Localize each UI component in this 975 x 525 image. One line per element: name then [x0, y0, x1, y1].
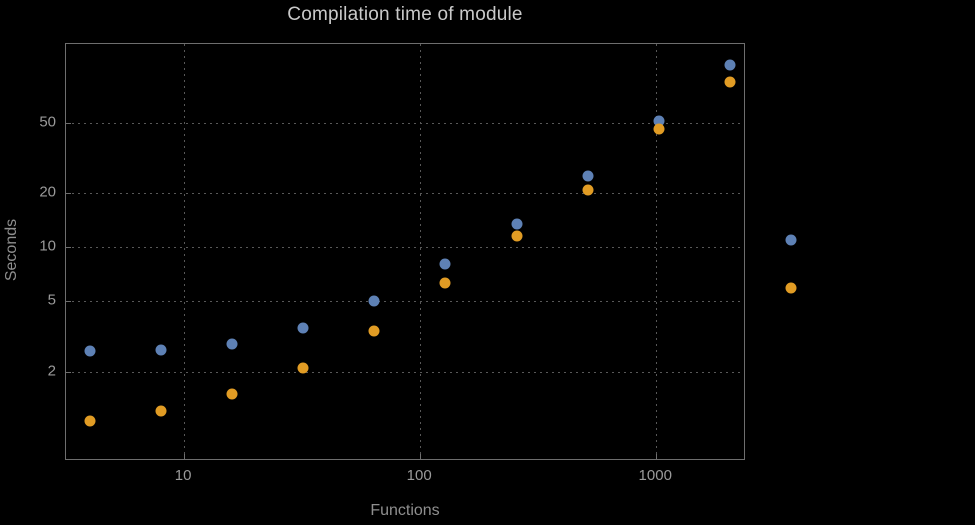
x-tick-label: 1000 — [638, 467, 672, 484]
orange-series-point — [582, 184, 594, 196]
orange-series-point — [368, 325, 380, 337]
orange-series-point — [724, 76, 736, 88]
orange-series-point — [439, 277, 451, 289]
y-tick-label: 2 — [47, 362, 56, 380]
blue-series-point — [368, 295, 380, 307]
x-tick-label: 10 — [174, 467, 192, 484]
orange-series-point — [84, 415, 96, 427]
x-gridline — [184, 44, 186, 459]
y-gridline — [66, 122, 744, 124]
y-tick-label: 5 — [47, 291, 56, 309]
blue-series-point — [724, 59, 736, 71]
y-tick-mark — [66, 122, 71, 124]
y-gridline — [66, 193, 744, 195]
y-tick-mark — [66, 247, 71, 249]
y-tick-mark — [66, 371, 71, 373]
orange-series-point — [297, 362, 309, 374]
orange-series-point — [155, 405, 167, 417]
legend — [785, 0, 965, 525]
x-tick-mark — [420, 454, 422, 459]
orange-series-point — [511, 230, 523, 242]
y-tick-label: 50 — [39, 113, 56, 131]
x-tick-mark — [656, 454, 658, 459]
blue-series-point — [84, 345, 96, 357]
y-gridline — [66, 371, 744, 373]
y-tick-label: 10 — [39, 237, 56, 255]
y-tick-label: 20 — [39, 183, 56, 201]
x-tick-label: 100 — [406, 467, 432, 484]
legend-marker-blue-series — [785, 234, 797, 246]
y-gridline — [66, 300, 744, 302]
blue-series-point — [155, 344, 167, 356]
blue-series-point — [297, 322, 309, 334]
x-tick-mark — [184, 454, 186, 459]
plot-area — [65, 43, 745, 460]
x-axis-label: Functions — [370, 502, 440, 519]
blue-series-point — [653, 115, 665, 127]
orange-series-point — [653, 123, 665, 135]
chart-title: Compilation time of module — [287, 4, 523, 25]
blue-series-point — [226, 338, 238, 350]
blue-series-point — [439, 258, 451, 270]
blue-series-point — [582, 170, 594, 182]
y-gridline — [66, 247, 744, 249]
y-tick-mark — [66, 193, 71, 195]
orange-series-point — [226, 388, 238, 400]
y-tick-mark — [66, 300, 71, 302]
x-gridline — [420, 44, 422, 459]
blue-series-point — [511, 218, 523, 230]
x-gridline — [656, 44, 658, 459]
legend-marker-orange-series — [785, 282, 797, 294]
